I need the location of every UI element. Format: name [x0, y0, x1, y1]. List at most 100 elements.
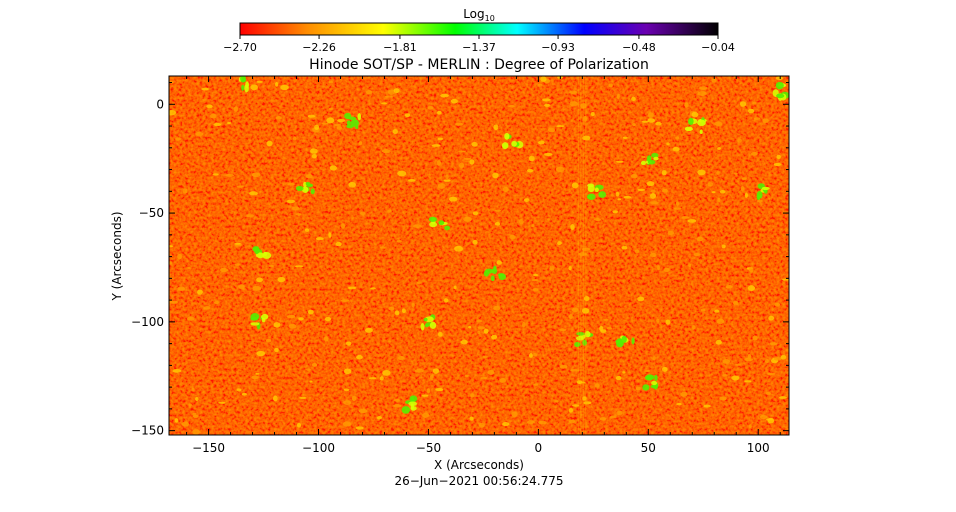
polarization-patch — [424, 316, 434, 323]
bright-network-element — [532, 353, 538, 357]
bright-network-element — [650, 201, 659, 205]
bright-network-element — [382, 369, 391, 376]
polarization-patch — [651, 380, 658, 386]
bright-network-element — [734, 172, 738, 175]
bright-network-element — [696, 236, 704, 242]
polarization-patch — [401, 406, 411, 414]
bright-network-element — [568, 313, 573, 320]
x-tick-label: 50 — [641, 441, 656, 455]
bright-network-element — [538, 420, 547, 425]
y-tick-label: −150 — [131, 424, 164, 438]
polarization-patch — [587, 185, 595, 193]
bright-network-element — [527, 168, 534, 173]
bright-network-element — [384, 95, 394, 98]
y-axis-title: Y (Arcseconds) — [110, 211, 124, 301]
x-axis: −150 −100 −50 0 50 100 — [186, 76, 781, 455]
bright-network-element — [732, 300, 739, 306]
polarization-patch — [344, 112, 352, 120]
polarization-patch — [697, 119, 706, 127]
bright-network-element — [583, 401, 592, 405]
bright-network-element — [487, 369, 495, 375]
bright-network-element — [493, 124, 499, 131]
bright-network-element — [649, 252, 657, 258]
bright-network-element — [443, 298, 449, 303]
polarization-patch — [346, 120, 351, 126]
bright-network-element — [528, 155, 535, 162]
x-tick-label: −50 — [416, 441, 441, 455]
bright-network-element — [364, 327, 373, 333]
bright-network-element — [631, 96, 636, 102]
polarization-patch — [776, 93, 785, 99]
bright-network-element — [192, 412, 197, 415]
bright-network-element — [265, 338, 272, 343]
bright-network-element — [408, 179, 416, 182]
chart-title: Hinode SOT/SP - MERLIN : Degree of Polar… — [309, 57, 649, 73]
polarization-patch — [255, 252, 265, 259]
bright-network-element — [182, 188, 188, 194]
polarization-patch — [631, 337, 635, 345]
bright-network-element — [703, 404, 711, 408]
bright-network-element — [324, 316, 332, 322]
bright-network-element — [426, 388, 431, 394]
bright-network-element — [477, 326, 485, 330]
bright-network-element — [663, 267, 670, 272]
bright-network-element — [621, 245, 628, 250]
bright-network-element — [251, 172, 261, 178]
bright-network-element — [744, 192, 749, 198]
bright-network-element — [691, 111, 699, 118]
bright-network-element — [387, 209, 392, 213]
bright-network-element — [476, 319, 483, 323]
bright-network-element — [356, 354, 363, 360]
polarization-patch — [761, 186, 770, 191]
bright-network-element — [249, 191, 258, 196]
bright-network-element — [714, 309, 720, 313]
bright-network-element — [412, 224, 422, 228]
bright-network-element — [721, 244, 726, 249]
bright-network-element — [432, 368, 440, 374]
bright-network-element — [482, 355, 488, 359]
bright-network-element — [594, 383, 600, 388]
bright-network-element — [768, 315, 775, 321]
bright-network-element — [256, 277, 263, 283]
bright-network-element — [314, 124, 320, 130]
bright-network-element — [381, 149, 391, 154]
polarization-patch — [346, 124, 354, 129]
bright-network-element — [435, 387, 444, 392]
bright-network-element — [744, 380, 752, 383]
polarization-patch — [301, 186, 309, 193]
bright-network-element — [570, 224, 575, 230]
bright-network-element — [673, 207, 682, 210]
bright-network-element — [404, 113, 411, 118]
bright-network-element — [615, 191, 620, 197]
bright-network-element — [429, 374, 434, 381]
colorbar-tick-label: −1.37 — [462, 41, 496, 54]
bright-network-element — [509, 234, 516, 240]
bright-network-element — [680, 391, 688, 397]
polarization-patch — [644, 375, 653, 381]
bright-network-element — [717, 197, 721, 203]
bright-network-element — [286, 314, 296, 319]
bright-network-element — [617, 198, 622, 201]
bright-network-element — [693, 253, 701, 257]
x-tick-label: −150 — [192, 441, 225, 455]
bright-network-element — [697, 169, 706, 176]
bright-network-element — [578, 252, 587, 256]
bright-network-element — [511, 411, 518, 418]
bright-network-element — [268, 264, 274, 268]
bright-network-element — [637, 296, 645, 302]
polarization-patch — [640, 160, 646, 166]
bright-network-element — [623, 195, 632, 199]
bright-network-element — [581, 308, 590, 314]
polarization-patch — [444, 225, 451, 231]
bright-network-element — [387, 89, 396, 95]
bright-network-element — [675, 201, 680, 206]
bright-network-element — [220, 267, 229, 273]
bright-network-element — [634, 249, 640, 254]
bright-network-element — [766, 372, 776, 376]
polarization-patch — [511, 140, 517, 147]
bright-network-element — [752, 335, 758, 341]
bright-network-element — [238, 284, 245, 290]
polarization-patch — [490, 275, 495, 282]
bright-network-element — [744, 357, 754, 362]
bright-network-element — [328, 80, 334, 84]
